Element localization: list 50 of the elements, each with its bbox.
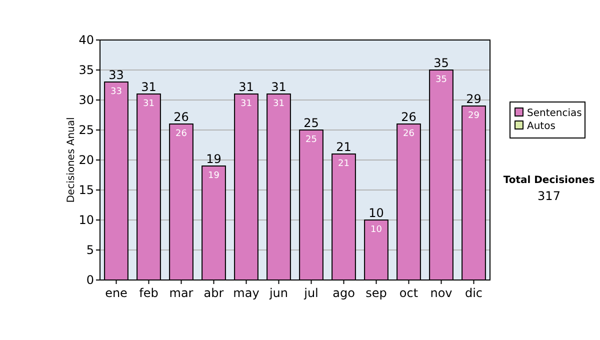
x-tick-label: sep xyxy=(366,286,387,300)
data-label: 26 xyxy=(176,129,188,139)
text: 317 xyxy=(538,189,560,203)
total-label: 26 xyxy=(401,110,416,124)
data-label: 31 xyxy=(240,99,252,109)
total-label: 35 xyxy=(434,56,449,70)
y-tick-label: 0 xyxy=(86,273,94,288)
y-tick-label: 30 xyxy=(78,93,94,108)
data-label: 26 xyxy=(403,129,415,139)
y-tick-label: 5 xyxy=(86,243,94,258)
data-label: 31 xyxy=(143,99,154,109)
y-tick-label: 40 xyxy=(78,33,94,48)
total-label: 25 xyxy=(304,116,319,130)
total-label: 26 xyxy=(174,110,189,124)
data-label: 19 xyxy=(208,171,220,181)
total-label: 31 xyxy=(238,80,254,94)
y-tick-label: 10 xyxy=(78,213,94,228)
total-label: 21 xyxy=(336,140,352,154)
total-label: 31 xyxy=(141,80,156,94)
text: Total Decisiones xyxy=(503,175,595,186)
x-tick-label: jul xyxy=(303,286,318,300)
y-tick-label: 15 xyxy=(78,183,94,198)
x-tick-label: nov xyxy=(430,286,452,300)
data-label: 25 xyxy=(306,135,317,145)
y-tick-label: 35 xyxy=(78,63,94,78)
total-label: 19 xyxy=(206,152,222,166)
x-tick-label: mar xyxy=(169,286,194,300)
x-tick-label: ago xyxy=(332,286,355,300)
x-tick-label: ene xyxy=(105,286,128,300)
total-label: 10 xyxy=(368,206,384,220)
total-label: 29 xyxy=(466,92,482,106)
x-tick-label: dic xyxy=(464,286,483,300)
data-label: 29 xyxy=(468,111,480,121)
y-tick-label: 25 xyxy=(78,123,94,138)
data-label: 33 xyxy=(110,87,122,97)
data-label: 21 xyxy=(338,159,350,169)
data-label: 31 xyxy=(273,99,284,109)
x-tick-label: feb xyxy=(139,286,158,300)
legend-label: Autos xyxy=(527,121,556,132)
x-tick-label: may xyxy=(233,286,260,300)
x-tick-label: jun xyxy=(268,286,288,300)
y-axis-title: Decisiones Anual xyxy=(66,117,77,203)
data-label: 10 xyxy=(370,225,382,235)
data-label: 35 xyxy=(436,75,447,85)
x-tick-label: abr xyxy=(204,286,224,300)
total-label: 31 xyxy=(271,80,286,94)
y-tick-label: 20 xyxy=(78,153,94,168)
total-label: 33 xyxy=(108,68,124,82)
x-tick-label: oct xyxy=(399,286,418,300)
legend-label: Sentencias xyxy=(527,108,582,119)
